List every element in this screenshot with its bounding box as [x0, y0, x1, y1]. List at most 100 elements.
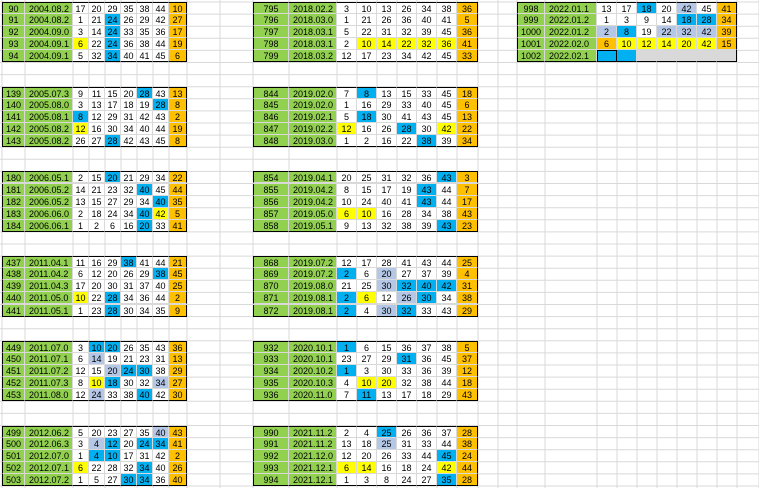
ball-number-cell[interactable]: 30	[137, 365, 153, 378]
ball-number-cell[interactable]: 10	[73, 292, 89, 305]
ball-number-cell[interactable]: 6	[337, 461, 357, 474]
draw-number-cell[interactable]: 499	[2, 425, 25, 438]
bonus-number-cell[interactable]: 22	[169, 171, 187, 184]
ball-number-cell[interactable]: 22	[89, 292, 105, 305]
bonus-number-cell[interactable]: 31	[457, 280, 478, 293]
ball-number-cell[interactable]: 40	[153, 425, 169, 438]
draw-date-cell[interactable]: 2006.06.1	[25, 219, 73, 232]
draw-number-cell[interactable]: 993	[253, 461, 289, 474]
ball-number-cell[interactable]: 32	[121, 183, 137, 196]
ball-number-cell[interactable]: 22	[397, 135, 417, 148]
ball-number-cell[interactable]: 38	[153, 268, 169, 281]
ball-number-cell[interactable]: 10	[337, 195, 357, 208]
draw-number-cell[interactable]: 141	[2, 110, 25, 123]
ball-number-cell[interactable]: 23	[105, 183, 121, 196]
draw-number-cell[interactable]: 933	[253, 352, 289, 365]
ball-number-cell[interactable]: 26	[121, 340, 137, 353]
ball-number-cell[interactable]: 30	[105, 280, 121, 293]
ball-number-cell[interactable]: 15	[105, 86, 121, 99]
bonus-number-cell[interactable]: 44	[457, 461, 478, 474]
ball-number-cell[interactable]: 17	[357, 50, 377, 63]
ball-number-cell[interactable]: 4	[357, 304, 377, 317]
ball-number-cell[interactable]: 10	[89, 340, 105, 353]
bonus-number-cell[interactable]: 8	[169, 135, 187, 148]
draw-number-cell[interactable]: 858	[253, 219, 289, 232]
ball-number-cell[interactable]: 33	[397, 365, 417, 378]
ball-number-cell[interactable]: 29	[137, 14, 153, 27]
draw-date-cell[interactable]: 2018.03.0	[289, 14, 337, 27]
ball-number-cell[interactable]: 6	[73, 268, 89, 281]
ball-number-cell[interactable]: 36	[417, 171, 437, 184]
ball-number-cell[interactable]: 40	[417, 98, 437, 111]
ball-number-cell[interactable]: 14	[89, 352, 105, 365]
ball-number-cell[interactable]: 44	[437, 377, 457, 390]
ball-number-cell[interactable]: 13	[377, 389, 397, 402]
draw-number-cell[interactable]: 857	[253, 207, 289, 220]
ball-number-cell[interactable]: 15	[377, 340, 397, 353]
ball-number-cell[interactable]: 43	[417, 256, 437, 269]
ball-number-cell[interactable]: 25	[377, 437, 397, 450]
ball-number-cell[interactable]: 1	[337, 473, 357, 486]
ball-number-cell[interactable]: 34	[137, 461, 153, 474]
draw-date-cell[interactable]: 2018.02.2	[289, 2, 337, 15]
ball-number-cell[interactable]: 29	[105, 256, 121, 269]
ball-number-cell[interactable]: 2	[89, 219, 105, 232]
ball-number-cell[interactable]: 6	[357, 340, 377, 353]
ball-number-cell[interactable]: 25	[357, 280, 377, 293]
ball-number-cell[interactable]: 2	[357, 135, 377, 148]
ball-number-cell[interactable]: 28	[105, 135, 121, 148]
draw-number-cell[interactable]: 450	[2, 352, 25, 365]
ball-number-cell[interactable]: 45	[437, 86, 457, 99]
bonus-number-cell[interactable]: 8	[169, 98, 187, 111]
bonus-number-cell[interactable]: 41	[717, 2, 737, 15]
draw-date-cell[interactable]: 2022.02.0	[545, 38, 597, 51]
draw-number-cell[interactable]: 932	[253, 340, 289, 353]
ball-number-cell[interactable]	[637, 50, 657, 63]
bonus-number-cell[interactable]: 13	[169, 86, 187, 99]
draw-number-cell[interactable]: 502	[2, 461, 25, 474]
bonus-number-cell[interactable]: 41	[169, 437, 187, 450]
ball-number-cell[interactable]: 33	[417, 86, 437, 99]
ball-number-cell[interactable]: 40	[137, 207, 153, 220]
ball-number-cell[interactable]: 19	[397, 183, 417, 196]
draw-number-cell[interactable]: 848	[253, 135, 289, 148]
ball-number-cell[interactable]: 6	[105, 219, 121, 232]
ball-number-cell[interactable]: 42	[153, 449, 169, 462]
ball-number-cell[interactable]: 41	[397, 110, 417, 123]
ball-number-cell[interactable]: 12	[337, 50, 357, 63]
draw-date-cell[interactable]: 2019.02.0	[289, 86, 337, 99]
ball-number-cell[interactable]: 38	[121, 389, 137, 402]
ball-number-cell[interactable]: 34	[397, 50, 417, 63]
draw-number-cell[interactable]: 846	[253, 110, 289, 123]
ball-number-cell[interactable]: 40	[417, 14, 437, 27]
ball-number-cell[interactable]: 3	[73, 340, 89, 353]
ball-number-cell[interactable]: 36	[121, 38, 137, 51]
bonus-number-cell[interactable]: 9	[169, 304, 187, 317]
ball-number-cell[interactable]: 24	[105, 26, 121, 39]
bonus-number-cell[interactable]: 36	[169, 340, 187, 353]
draw-number-cell[interactable]: 438	[2, 268, 25, 281]
draw-date-cell[interactable]: 2019.02.2	[289, 123, 337, 136]
ball-number-cell[interactable]: 30	[377, 365, 397, 378]
ball-number-cell[interactable]: 38	[397, 219, 417, 232]
bonus-number-cell[interactable]: 40	[169, 473, 187, 486]
bonus-number-cell[interactable]: 6	[169, 50, 187, 63]
ball-number-cell[interactable]: 25	[357, 171, 377, 184]
ball-number-cell[interactable]: 10	[89, 377, 105, 390]
draw-date-cell[interactable]: 2006.05.2	[25, 195, 73, 208]
ball-number-cell[interactable]: 13	[357, 219, 377, 232]
ball-number-cell[interactable]: 1	[337, 135, 357, 148]
ball-number-cell[interactable]: 20	[105, 365, 121, 378]
ball-number-cell[interactable]: 19	[637, 26, 657, 39]
ball-number-cell[interactable]: 20	[121, 86, 137, 99]
ball-number-cell[interactable]: 28	[105, 461, 121, 474]
ball-number-cell[interactable]: 11	[73, 256, 89, 269]
ball-number-cell[interactable]: 26	[73, 135, 89, 148]
ball-number-cell[interactable]: 17	[357, 256, 377, 269]
ball-number-cell[interactable]: 38	[137, 2, 153, 15]
ball-number-cell[interactable]: 27	[397, 268, 417, 281]
ball-number-cell[interactable]: 44	[437, 437, 457, 450]
bonus-number-cell[interactable]: 29	[169, 365, 187, 378]
ball-number-cell[interactable]: 20	[121, 437, 137, 450]
ball-number-cell[interactable]: 34	[437, 292, 457, 305]
